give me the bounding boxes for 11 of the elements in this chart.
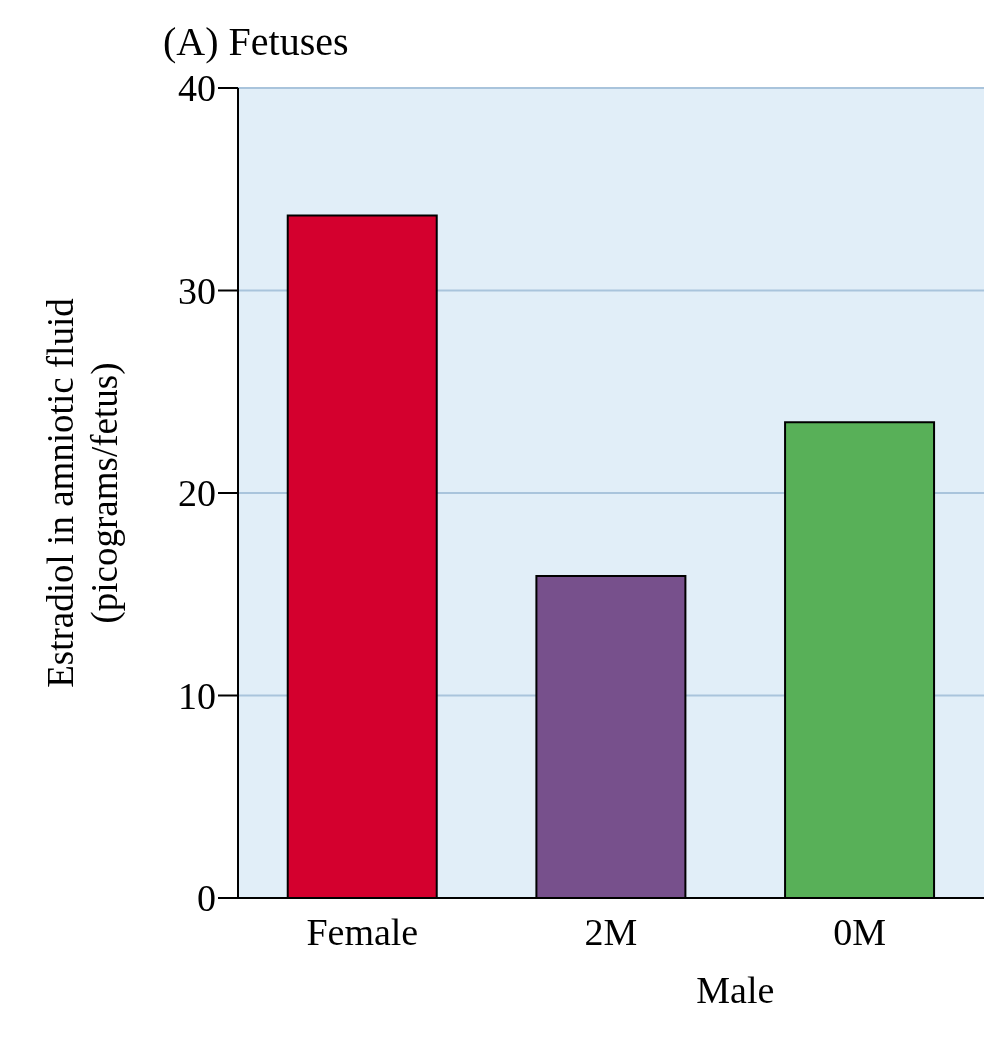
x-tick-label: Female	[306, 910, 419, 953]
y-tick-label: 10	[178, 674, 216, 717]
y-tick-label: 30	[178, 269, 216, 312]
text: Male	[696, 968, 775, 1012]
x-tick-label: 0M	[833, 910, 887, 953]
y-tick-label: 20	[178, 472, 216, 515]
y-tick-label: 40	[178, 67, 216, 110]
y-axis-title: Estradiol in amniotic fluid (picograms/fetus)	[39, 297, 126, 690]
x-tick-label: 2M	[584, 910, 638, 953]
y-tick-label: 0	[197, 877, 216, 920]
chart-title: (A) Fetuses	[163, 18, 349, 65]
